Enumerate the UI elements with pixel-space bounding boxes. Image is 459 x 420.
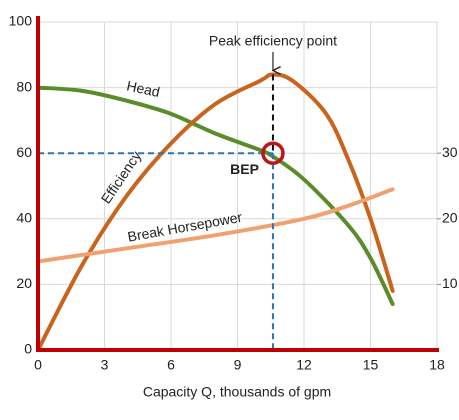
y-tick-label: 20: [16, 275, 32, 291]
x-tick-label: 12: [296, 357, 312, 373]
y-tick-label: 40: [16, 210, 32, 226]
x-tick-label: 9: [234, 357, 242, 373]
series-line: [36, 85, 395, 307]
x-tick-label: 15: [363, 357, 379, 373]
x-tick-label: 3: [101, 357, 109, 373]
x-tick-label: 6: [167, 357, 175, 373]
bep-label: BEP: [230, 161, 259, 177]
x-tick-label: 18: [429, 357, 445, 373]
y2-tick-label: 20: [442, 210, 458, 226]
y-tick-label: 0: [24, 341, 32, 357]
plot: [36, 72, 395, 352]
y2-tick-label: 30: [442, 144, 458, 160]
series-line: [36, 187, 395, 264]
x-tick-label: 0: [34, 357, 42, 373]
y-tick-label: 80: [16, 78, 32, 94]
peak-label: Peak efficiency point: [209, 33, 337, 49]
bep-marker: [261, 141, 285, 165]
x-axis-label: Capacity Q, thousands of gpm: [143, 384, 331, 400]
series-label: Head: [125, 77, 161, 100]
y2-tick-label: 10: [442, 275, 458, 291]
series-line: [36, 72, 395, 352]
y-tick-label: 100: [9, 13, 33, 29]
y-tick-label: 60: [16, 144, 32, 160]
